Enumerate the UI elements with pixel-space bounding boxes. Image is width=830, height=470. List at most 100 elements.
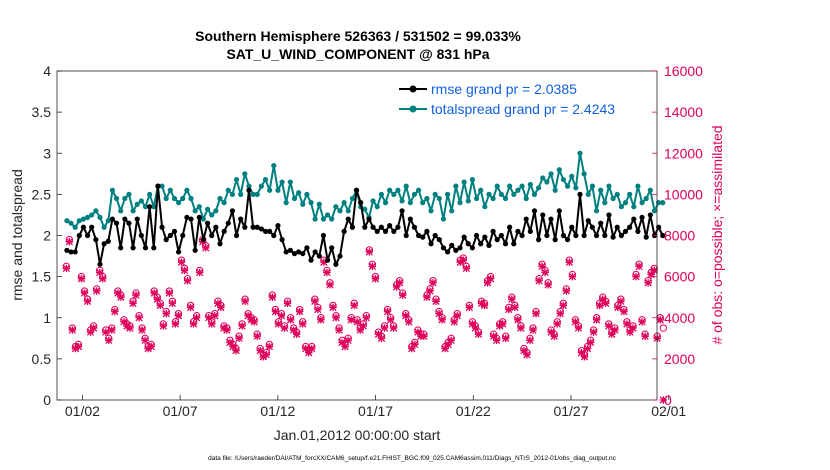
- obs-assimilated-marker: [111, 307, 119, 316]
- rmse-marker: [262, 228, 269, 234]
- rmse-marker: [341, 228, 347, 234]
- rmse-marker: [196, 214, 202, 221]
- rmse-marker: [420, 234, 426, 240]
- obs-assimilated-marker: [477, 299, 486, 308]
- rmse-marker: [291, 250, 298, 257]
- obs-assimilated-marker: [580, 353, 589, 361]
- chart-title-line2: SAT_U_WIND_COMPONENT @ 831 hPa: [226, 46, 489, 62]
- obs-assimilated-marker: [553, 320, 561, 328]
- obs-assimilated-marker: [480, 301, 489, 310]
- totalspread-marker: [395, 187, 401, 193]
- obs-assimilated-marker: [559, 301, 568, 310]
- obs-assimilated-marker: [483, 279, 492, 287]
- obs-assimilated-marker: [298, 320, 307, 328]
- legend-spread-label: totalspread grand pr = 2.4243: [431, 101, 615, 117]
- obs-assimilated-marker: [486, 274, 495, 283]
- obs-assimilated-marker: [605, 322, 613, 330]
- footer-data-file: data file: /Users/raeder/DAI/ATM_forcXX/…: [208, 455, 617, 462]
- rmse-marker: [527, 228, 533, 234]
- obs-assimilated-marker: [141, 336, 149, 345]
- obs-assimilated-marker: [265, 342, 274, 351]
- rmse-marker: [200, 237, 207, 243]
- rmse-marker: [457, 245, 463, 251]
- obs-assimilated-marker: [520, 346, 528, 355]
- totalspread-marker: [461, 179, 467, 185]
- rmse-marker: [424, 228, 430, 234]
- rmse-marker: [329, 245, 335, 251]
- totalspread-marker: [246, 183, 252, 189]
- obs-assimilated-marker: [429, 279, 437, 287]
- rmse-marker: [84, 232, 91, 239]
- totalspread-marker: [407, 200, 413, 206]
- totalspread-marker: [68, 220, 74, 226]
- totalspread-marker: [564, 183, 571, 189]
- totalspread-marker: [540, 175, 546, 181]
- rmse-marker: [589, 224, 596, 230]
- obs-assimilated-marker: [162, 309, 171, 318]
- rmse-marker: [593, 232, 600, 239]
- x-axis-ticks: 01/02 01/07 01/12 01/17 01/22 01/27 02/01: [65, 395, 686, 419]
- totalspread-marker: [511, 191, 517, 197]
- obs-assimilated-marker: [535, 277, 543, 285]
- totalspread-marker: [242, 171, 248, 177]
- obs-assimilated-marker: [450, 318, 458, 326]
- obs-assimilated-marker: [292, 330, 301, 338]
- obs-assimilated-marker: [317, 316, 325, 324]
- obs-assimilated-marker: [180, 266, 189, 275]
- rmse-marker: [320, 232, 327, 239]
- rmse-marker: [469, 245, 476, 251]
- obs-assimilated-marker: [280, 324, 289, 332]
- rmse-marker: [544, 232, 550, 239]
- obs-assimilated-marker: [174, 311, 183, 320]
- totalspread-marker: [478, 187, 484, 193]
- obs-assimilated-marker: [405, 318, 413, 326]
- totalspread-marker: [329, 216, 335, 222]
- obs-assimilated-marker: [395, 279, 404, 287]
- rmse-marker: [217, 241, 223, 247]
- totalspread-marker: [64, 218, 70, 224]
- totalspread-marker: [424, 195, 430, 202]
- obs-assimilated-marker: [586, 338, 595, 347]
- totalspread-marker: [598, 187, 604, 193]
- obs-assimilated-marker: [374, 330, 383, 338]
- rmse-marker: [324, 257, 331, 263]
- obs-assimilated-marker: [341, 342, 349, 351]
- obs-assimilated-marker: [617, 297, 625, 305]
- obs-assimilated-marker: [126, 324, 134, 332]
- obs-assimilated-marker: [195, 268, 204, 277]
- rmse-marker: [221, 228, 227, 234]
- right-tick-label: 4000: [664, 310, 695, 326]
- obs-assimilated-marker: [511, 303, 519, 312]
- obs-assimilated-marker: [650, 266, 658, 275]
- obs-assimilated-marker: [383, 307, 392, 316]
- obs-assimilated-marker: [629, 324, 637, 332]
- obs-assimilated-marker: [247, 316, 255, 324]
- obs-assimilated-marker: [623, 320, 631, 328]
- obs-assimilated-marker: [608, 330, 616, 338]
- obs-assimilated-marker: [347, 316, 355, 324]
- totalspread-marker: [271, 162, 277, 169]
- rmse-marker: [498, 232, 504, 239]
- totalspread-marker: [184, 187, 190, 193]
- obs-assimilated-marker: [532, 309, 540, 318]
- totalspread-marker: [105, 218, 111, 224]
- totalspread-marker: [589, 183, 596, 189]
- rmse-marker: [171, 228, 178, 234]
- obs-assimilated-marker: [314, 305, 322, 314]
- rmse-marker: [155, 183, 161, 189]
- rmse-marker: [585, 218, 591, 224]
- obs-assimilated-marker: [114, 289, 122, 297]
- obs-assimilated-marker: [456, 258, 464, 266]
- obs-assimilated-marker: [453, 311, 461, 320]
- obs-assimilated-marker: [192, 314, 201, 322]
- rmse-marker: [403, 232, 409, 239]
- totalspread-marker: [176, 200, 182, 206]
- rmse-marker: [163, 237, 169, 243]
- rmse-marker: [395, 224, 401, 230]
- legend: rmse grand pr = 2.0385 totalspread grand…: [399, 81, 615, 117]
- rmse-marker: [101, 241, 107, 247]
- totalspread-marker: [163, 195, 169, 202]
- left-tick-label: 3: [43, 145, 51, 161]
- obs-assimilated-marker: [411, 340, 419, 349]
- totalspread-marker: [577, 150, 583, 156]
